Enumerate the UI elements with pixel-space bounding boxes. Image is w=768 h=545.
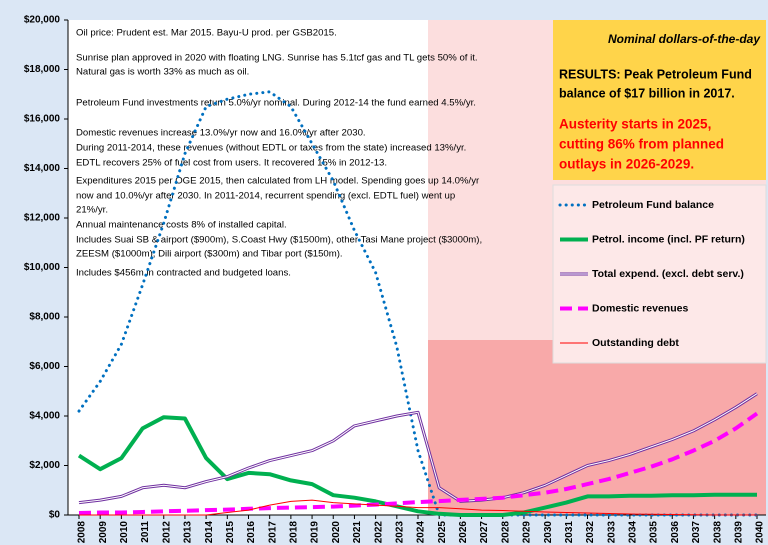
- annotation: Expenditures 2015 per OGE 2015, then cal…: [76, 176, 480, 187]
- legend-label: Outstanding debt: [592, 337, 679, 349]
- legend-box: [552, 184, 767, 364]
- x-tick-label: 2015: [225, 521, 236, 544]
- x-tick-label: 2033: [606, 521, 617, 544]
- annotation: Petroleum Fund investments return 5.0%/y…: [76, 98, 476, 109]
- y-tick-label: $16,000: [24, 114, 61, 125]
- x-tick-label: 2023: [394, 521, 405, 544]
- x-tick-label: 2013: [183, 521, 194, 544]
- x-tick-label: 2010: [119, 521, 130, 544]
- x-tick-label: 2026: [458, 521, 469, 544]
- annotation: Oil price: Prudent est. Mar 2015. Bayu-U…: [76, 28, 337, 39]
- x-tick-label: 2020: [331, 521, 342, 544]
- x-tick-label: 2017: [267, 521, 278, 544]
- x-tick-label: 2035: [649, 521, 660, 544]
- annotation: Includes Suai SB & airport ($900m), S.Co…: [76, 235, 482, 246]
- series-line: [78, 411, 759, 515]
- annotation: ZEESM ($1000m), Dili airport ($300m) and…: [76, 249, 343, 260]
- legend-label: Domestic revenues: [592, 302, 688, 314]
- x-tick-label: 2030: [543, 521, 554, 544]
- x-tick-label: 2031: [564, 521, 575, 544]
- series-line: [77, 90, 759, 517]
- series-line: [77, 415, 757, 517]
- y-tick-label: $6,000: [29, 361, 60, 372]
- austerity-text: Austerity starts in 2025,: [559, 117, 711, 132]
- x-tick-label: 2016: [246, 521, 257, 544]
- austerity-zone-low: [428, 340, 766, 515]
- x-tick-label: 2038: [712, 521, 723, 544]
- x-tick-label: 2028: [500, 521, 511, 544]
- x-tick-label: 2036: [670, 521, 681, 544]
- austerity-text: outlays in 2026-2029.: [559, 157, 694, 172]
- x-tick-label: 2022: [373, 521, 384, 544]
- austerity-text: cutting 86% from planned: [559, 137, 724, 152]
- legend-label: Total expend. (excl. debt serv.): [592, 268, 744, 280]
- legend-label: Petroleum Fund balance: [592, 199, 714, 211]
- y-tick-label: $12,000: [24, 213, 61, 224]
- x-tick-label: 2029: [522, 521, 533, 544]
- annotation: Sunrise plan approved in 2020 with float…: [76, 53, 478, 64]
- results-text: RESULTS: Peak Petroleum Fund: [559, 67, 752, 81]
- x-tick-label: 2011: [140, 521, 151, 543]
- y-tick-label: $20,000: [24, 15, 61, 26]
- annotation: Includes $456m in contracted and budgete…: [76, 268, 291, 279]
- x-tick-label: 2024: [416, 521, 427, 544]
- annotation: now and 10.0%/yr after 2030. In 2011-201…: [76, 191, 455, 202]
- annotation: EDTL recovers 25% of fuel cost from user…: [76, 158, 387, 169]
- series-line: [79, 499, 757, 516]
- x-tick-label: 2027: [479, 521, 490, 544]
- y-tick-label: $10,000: [24, 262, 61, 273]
- annotation: 21%/yr.: [76, 205, 108, 216]
- y-tick-label: $14,000: [24, 163, 61, 174]
- results-text: balance of $17 billion in 2017.: [559, 86, 735, 100]
- annotation: Domestic revenues increase 13.0%/yr now …: [76, 128, 366, 139]
- x-tick-label: 2014: [204, 521, 215, 544]
- y-tick-label: $2,000: [29, 460, 60, 471]
- results-box: [553, 20, 766, 180]
- x-tick-label: 2012: [161, 521, 172, 544]
- y-tick-label: $4,000: [29, 411, 60, 422]
- x-tick-label: 2025: [437, 521, 448, 544]
- y-tick-label: $8,000: [29, 312, 60, 323]
- x-tick-label: 2009: [98, 521, 109, 544]
- y-tick-label: $0: [49, 510, 61, 521]
- x-tick-label: 2021: [352, 521, 363, 544]
- series-line-core: [78, 393, 758, 504]
- annotation: Annual maintenance costs 8% of installed…: [76, 220, 287, 231]
- subtitle: Nominal dollars-of-the-day: [608, 32, 761, 46]
- x-tick-label: 2037: [691, 521, 702, 544]
- x-tick-label: 2018: [289, 521, 300, 544]
- x-tick-label: 2032: [585, 521, 596, 544]
- annotation: During 2011-2014, these revenues (withou…: [76, 143, 466, 154]
- legend-label: Petrol. income (incl. PF return): [592, 233, 745, 245]
- x-tick-label: 2039: [733, 521, 744, 544]
- y-tick-label: $18,000: [24, 64, 61, 75]
- x-tick-label: 2008: [77, 521, 88, 544]
- x-tick-label: 2019: [310, 521, 321, 544]
- annotation: Natural gas is worth 33% as much as oil.: [76, 67, 249, 78]
- x-tick-label: 2040: [755, 521, 766, 544]
- x-tick-label: 2034: [628, 521, 639, 544]
